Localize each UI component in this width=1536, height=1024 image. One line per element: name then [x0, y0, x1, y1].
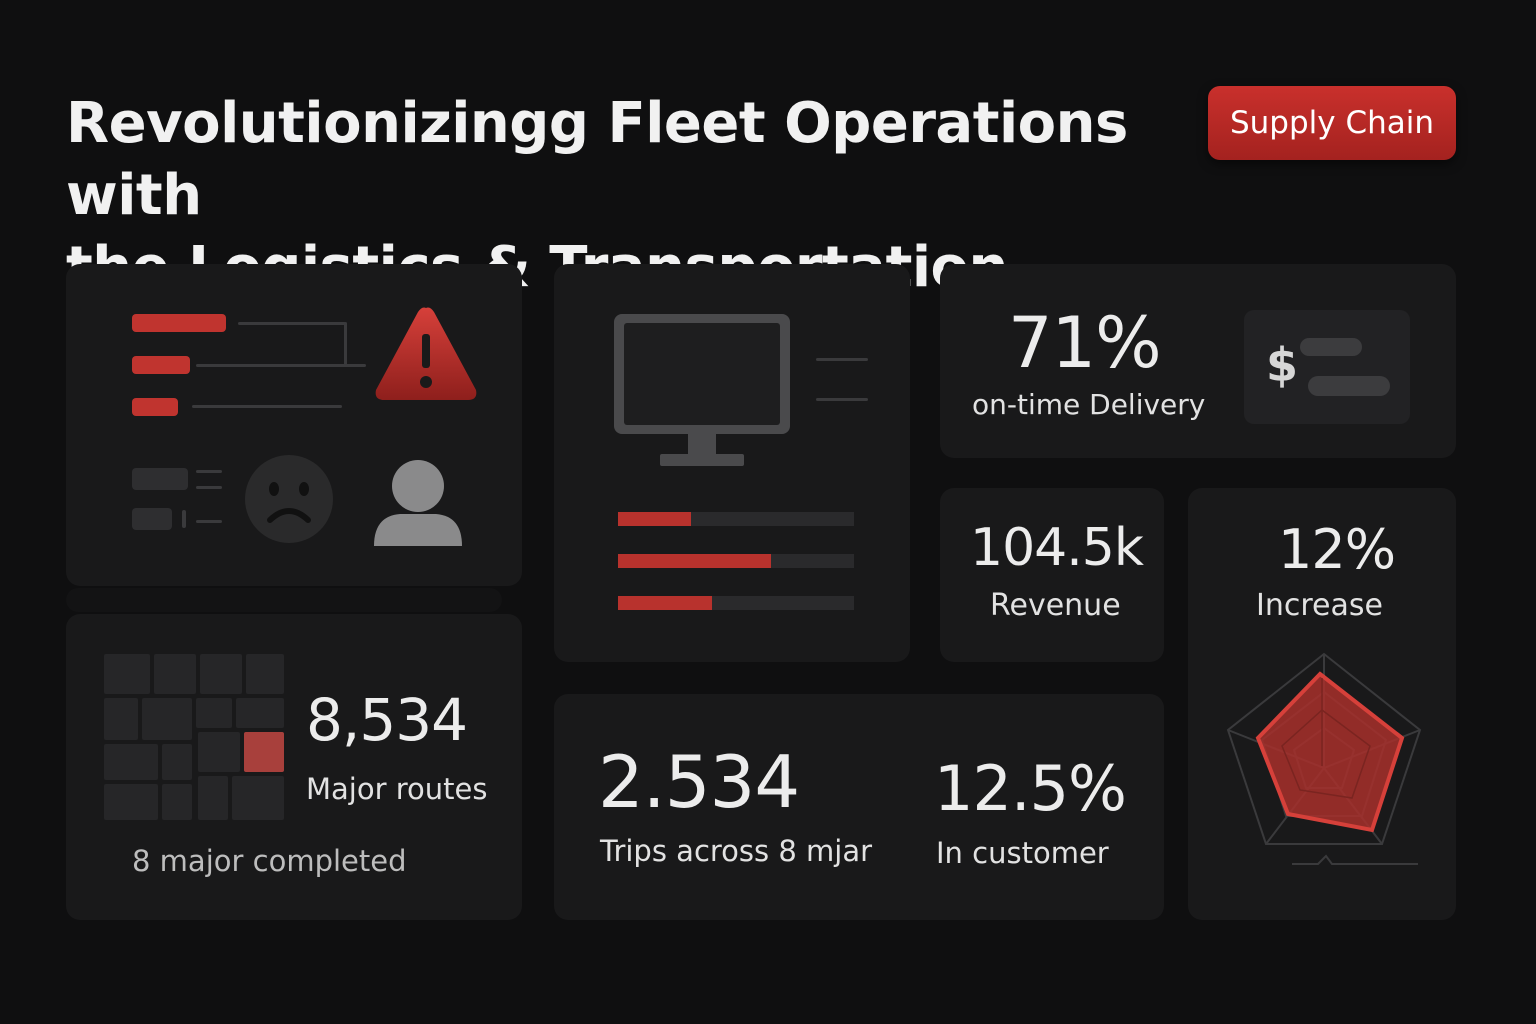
- connector-line-4: [192, 405, 342, 408]
- alerts-card: [66, 264, 522, 586]
- supply-chain-tag[interactable]: Supply Chain: [1208, 86, 1456, 160]
- grid-tile: [104, 744, 158, 780]
- connector-line-2: [344, 322, 347, 366]
- progress-fill: [618, 554, 771, 568]
- progress-track: [618, 554, 854, 568]
- user-icon: [374, 460, 462, 546]
- monitor-icon: [614, 314, 790, 466]
- revenue-value: 104.5k: [970, 518, 1144, 578]
- trips-value: 2.534: [598, 740, 800, 824]
- ontime-label: on-time Delivery: [972, 388, 1206, 421]
- grid-tile: [142, 698, 192, 740]
- grid-tile: [232, 776, 284, 820]
- alert-bar-3: [132, 398, 178, 416]
- grid-tile: [104, 784, 158, 820]
- connector-line-3: [196, 364, 366, 367]
- status-line-3: [182, 510, 186, 528]
- revenue-label: Revenue: [990, 588, 1121, 623]
- routes-value: 8,534: [306, 686, 468, 754]
- grid-tile: [200, 654, 242, 694]
- grid-tile: [198, 776, 228, 820]
- alert-bar-1: [132, 314, 226, 332]
- dollar-bar-2: [1308, 376, 1390, 396]
- card-divider: [66, 588, 502, 612]
- grid-tile: [154, 654, 196, 694]
- grid-tile-highlight: [198, 732, 240, 772]
- progress-fill: [618, 512, 691, 526]
- status-block-1: [132, 468, 188, 490]
- grid-tile: [236, 698, 284, 728]
- increase-value: 12%: [1278, 518, 1396, 581]
- grid-tile: [196, 698, 232, 728]
- grid-tile: [104, 654, 150, 694]
- alert-bar-2: [132, 356, 190, 374]
- routes-footer: 8 major completed: [132, 844, 407, 878]
- routes-label: Major routes: [306, 772, 488, 806]
- progress-track: [618, 512, 854, 526]
- dollar-icon: $: [1266, 338, 1299, 392]
- monitor-line-1: [816, 358, 868, 361]
- trips-card: 2.534 Trips across 8 mjar 12.5% In custo…: [554, 694, 1164, 920]
- ontime-card: 71% on-time Delivery $: [940, 264, 1456, 458]
- progress-track: [618, 596, 854, 610]
- grid-tile-highlight: [244, 732, 284, 772]
- status-block-2: [132, 508, 172, 530]
- connector-line-1: [238, 322, 346, 325]
- grid-tile: [246, 654, 284, 694]
- revenue-card: 104.5k Revenue: [940, 488, 1164, 662]
- trips-label: Trips across 8 mjar: [600, 834, 873, 868]
- grid-tile: [162, 784, 192, 820]
- grid-tile: [104, 698, 138, 740]
- routes-card: 8,534 Major routes 8 major completed: [66, 614, 522, 920]
- progress-fill: [618, 596, 712, 610]
- sad-face-icon: [245, 455, 333, 543]
- status-line-1: [196, 470, 222, 473]
- monitor-card: [554, 264, 910, 662]
- customer-value: 12.5%: [934, 752, 1127, 825]
- grid-tile: [162, 744, 192, 780]
- status-line-2: [196, 486, 222, 489]
- increase-card: 12% Increase: [1188, 488, 1456, 920]
- radar-chart: [1226, 652, 1422, 865]
- customer-label: In customer: [936, 836, 1109, 870]
- title-line-1: Revolutionizingg Fleet Operations with: [66, 91, 1128, 228]
- monitor-line-2: [816, 398, 868, 401]
- increase-label: Increase: [1256, 588, 1383, 623]
- ontime-value: 71%: [1008, 302, 1162, 384]
- dollar-panel: $: [1244, 310, 1410, 424]
- radar-area: [1255, 671, 1405, 833]
- dollar-bar-1: [1300, 338, 1362, 356]
- warning-icon: [375, 307, 477, 400]
- status-line-4: [196, 520, 222, 523]
